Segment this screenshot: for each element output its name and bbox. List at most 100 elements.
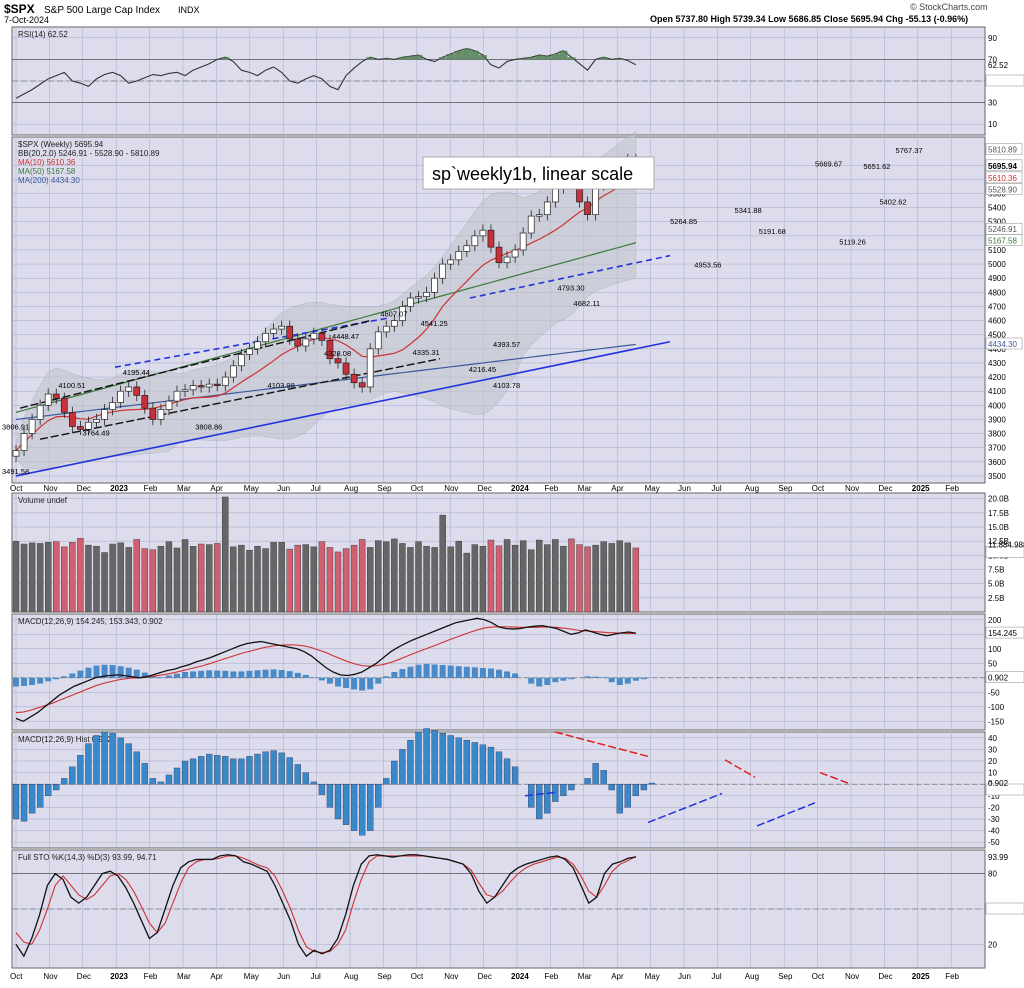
hist-bar (351, 784, 357, 830)
macd-histogram-bar (609, 678, 615, 682)
y-tick-label: 4300 (988, 359, 1006, 368)
x-axis-label: Dec (878, 972, 892, 981)
candle-body (472, 236, 478, 246)
hist-bar (568, 784, 574, 790)
right-value-label: 5695.94 (988, 162, 1017, 171)
volume-bar (102, 553, 108, 613)
y-tick-label: 4800 (988, 288, 1006, 297)
volume-bar (472, 545, 478, 612)
hist-bar (617, 784, 623, 813)
macd-histogram-bar (440, 665, 446, 678)
sto-last-value: 93.99 (988, 853, 1009, 862)
x-axis-label: Nov (444, 972, 458, 981)
volume-bar (110, 544, 116, 612)
candle-body (528, 216, 534, 233)
volume-bar (552, 539, 558, 612)
volume-last-value: 11.884.988 (988, 541, 1024, 550)
volume-bar (13, 541, 19, 612)
y-tick-label: 2.5B (988, 594, 1004, 603)
macd-histogram-bar (21, 678, 27, 686)
volume-bar (399, 543, 405, 612)
y-tick-label: -50 (988, 838, 1000, 847)
candle-body (416, 297, 422, 299)
macd-histogram-bar (255, 670, 261, 678)
volume-bar (440, 515, 446, 612)
candle-body (102, 410, 108, 420)
macd-histogram-bar (61, 676, 67, 677)
price-label: 3808.86 (195, 422, 222, 431)
legend-entry: MA(10) 5610.36 (18, 158, 76, 167)
y-tick-label: 4900 (988, 274, 1006, 283)
macd-histogram-bar (94, 666, 100, 678)
price-label: 4100.51 (58, 381, 85, 390)
volume-bar (214, 543, 220, 612)
hist-bar (440, 733, 446, 784)
volume-bar (617, 541, 623, 612)
x-axis-label: Feb (945, 484, 959, 493)
macd-histogram-bar (295, 673, 301, 678)
rsi-overbought-fill (463, 49, 471, 60)
macd-histogram-bar (383, 676, 389, 677)
macd-histogram-bar (488, 669, 494, 678)
price-label: 5191.68 (759, 227, 786, 236)
hist-bar (69, 767, 75, 784)
macd-histogram-bar (45, 678, 51, 681)
y-tick-label: -40 (988, 827, 1000, 836)
rsi-overbought-fill (519, 58, 527, 59)
x-axis-label: Jun (678, 972, 691, 981)
price-label: 5119.26 (839, 237, 866, 246)
x-axis-label: Oct (812, 484, 825, 493)
volume-bar (424, 546, 430, 612)
volume-bar (480, 546, 486, 612)
x-axis-label: Aug (344, 484, 358, 493)
candle-body (335, 359, 341, 363)
macd-histogram-bar (617, 678, 623, 685)
hist-bar (641, 784, 647, 790)
volume-bar (295, 545, 301, 612)
hist-bar (77, 755, 83, 784)
macd-histogram-bar (198, 671, 204, 678)
index-name: S&P 500 Large Cap Index (44, 5, 160, 16)
x-axis-label: Oct (411, 972, 424, 981)
last-value-box (986, 903, 1024, 914)
candle-body (45, 394, 51, 405)
candle-body (126, 387, 132, 391)
candle-body (319, 333, 325, 340)
volume-bar (142, 549, 148, 612)
legend-entry: Full STO %K(14,3) %D(3) 93.99, 94.71 (18, 853, 157, 862)
macd-histogram-bar (424, 664, 430, 678)
macd-histogram-bar (77, 671, 83, 678)
macd-histogram-bar (504, 671, 510, 677)
hist-bar (45, 784, 51, 796)
volume-bar (577, 545, 583, 612)
candle-body (367, 349, 373, 387)
macd-histogram-bar (174, 674, 180, 678)
macd-histogram-bar (399, 669, 405, 678)
volume-bar (182, 539, 188, 612)
candle-body (504, 257, 510, 263)
x-axis-label: Apr (611, 484, 624, 493)
hist-bar (255, 754, 261, 784)
price-label: 4328.08 (324, 349, 351, 358)
candle-body (214, 384, 220, 386)
rsi-overbought-fill (398, 57, 406, 59)
hist-bar (383, 778, 389, 784)
volume-bar (158, 546, 164, 612)
price-label: 5402.62 (879, 197, 906, 206)
macd-histogram-bar (158, 677, 164, 678)
x-axis-label: Aug (344, 972, 358, 981)
x-axis-label: Nov (43, 972, 57, 981)
volume-bar (585, 547, 591, 612)
candle-body (110, 403, 116, 410)
legend-entry: BB(20,2.0) 5246.91 - 5528.90 - 5810.89 (18, 149, 160, 158)
hist-bar (536, 784, 542, 819)
hist-bar (391, 761, 397, 784)
hist-bar (102, 732, 108, 784)
y-tick-label: -30 (988, 815, 1000, 824)
rsi-overbought-fill (382, 58, 390, 59)
macd-histogram-bar (472, 667, 478, 677)
candle-body (448, 260, 454, 264)
rsi-overbought-fill (567, 57, 575, 59)
candle-body (464, 246, 470, 252)
volume-bar (407, 547, 413, 612)
